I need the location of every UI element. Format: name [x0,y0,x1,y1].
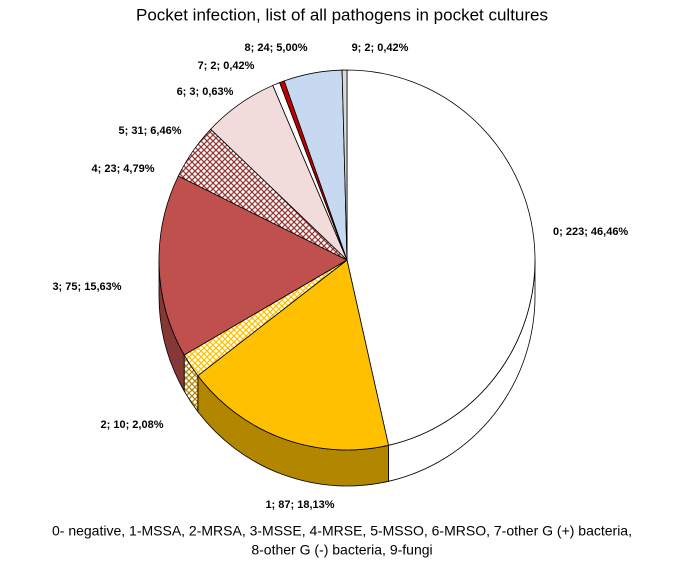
data-label: 9; 2; 0,42% [352,42,409,54]
chart-title: Pocket infection, list of all pathogens … [136,5,548,24]
data-label: 4; 23; 4,79% [92,163,155,175]
data-label: 0; 223; 46,46% [553,226,628,238]
data-label: 2; 10; 2,08% [101,419,164,431]
data-label: 6; 3; 0,63% [177,86,234,98]
data-label: 7; 2; 0,42% [198,60,255,72]
caption: 8-other G (-) bacteria, 9-fungi [251,542,432,558]
slice [197,259,389,451]
data-label: 8; 24; 5,00% [245,42,308,54]
data-label: 5; 31; 6,46% [119,125,182,137]
slice [341,69,348,261]
data-label: 3; 75; 15,63% [52,281,121,293]
caption: 0- negative, 1-MSSA, 2-MRSA, 3-MSSE, 4-M… [52,523,632,539]
data-label: 1; 87; 18,13% [265,499,334,511]
slice [158,175,348,356]
slice [346,69,536,446]
